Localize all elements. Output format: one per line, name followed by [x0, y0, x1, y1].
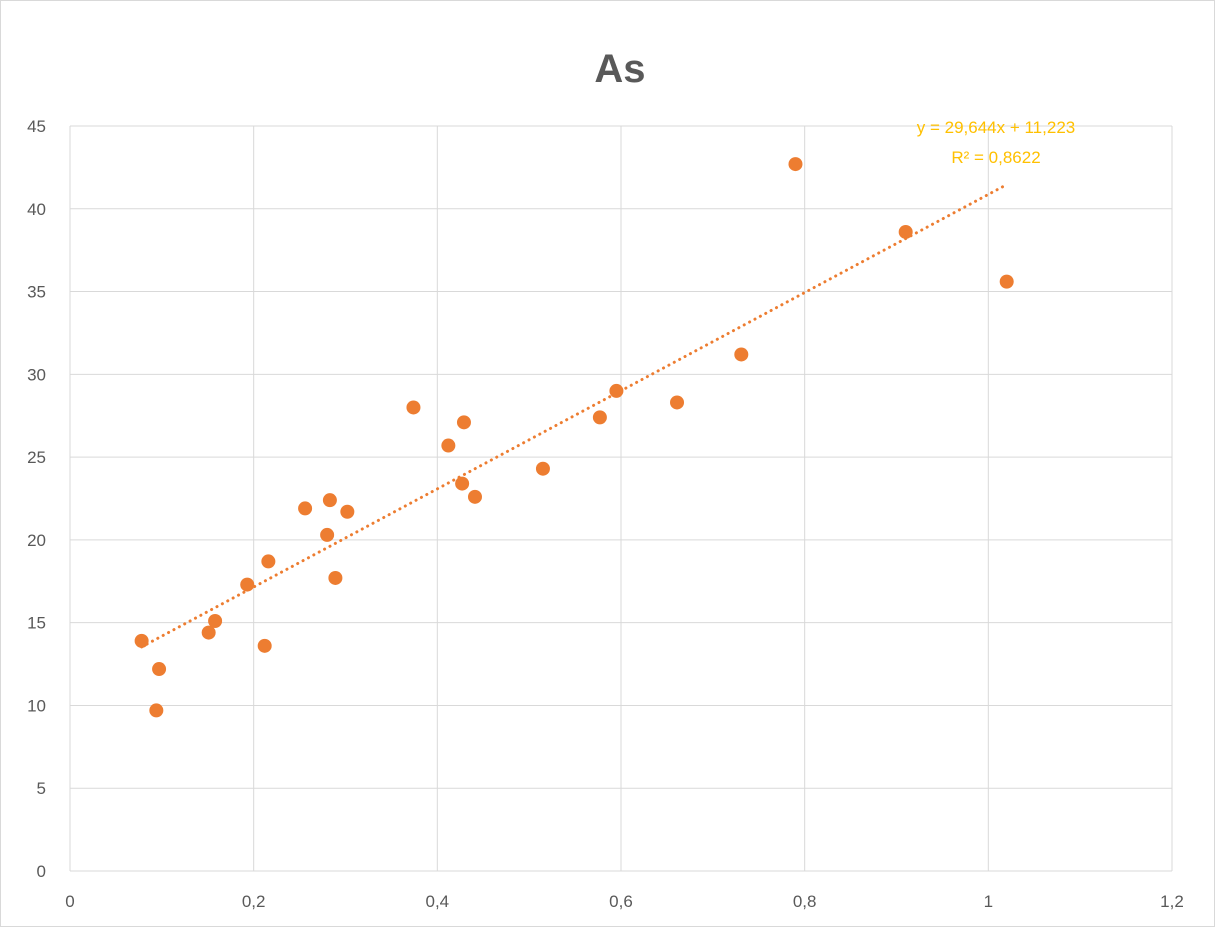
data-point	[441, 438, 456, 453]
trendline-equation: y = 29,644x + 11,223	[917, 118, 1075, 137]
y-tick-label: 30	[27, 365, 46, 384]
x-tick-label: 1,2	[1160, 892, 1184, 911]
data-point	[322, 493, 337, 508]
data-point	[208, 614, 223, 629]
data-point	[240, 577, 255, 592]
x-tick-label: 1	[984, 892, 993, 911]
data-point	[320, 527, 335, 542]
y-tick-label: 0	[37, 862, 46, 881]
x-tick-label: 0	[65, 892, 74, 911]
trendline-annotation: y = 29,644x + 11,223 R² = 0,8622	[917, 118, 1075, 167]
y-tick-label: 45	[27, 117, 46, 136]
trendline-r-squared: R² = 0,8622	[951, 148, 1040, 167]
y-tick-label: 35	[27, 283, 46, 302]
x-tick-label: 0,6	[609, 892, 633, 911]
data-points	[134, 157, 1014, 718]
data-point	[149, 703, 164, 718]
data-point	[670, 395, 685, 410]
chart-title: As	[594, 47, 645, 91]
data-point	[456, 415, 471, 430]
y-tick-label: 5	[37, 779, 46, 798]
data-point	[152, 662, 167, 677]
data-point	[592, 410, 607, 425]
data-point	[455, 476, 470, 491]
gridlines	[69, 125, 1173, 872]
x-tick-label: 0,2	[242, 892, 266, 911]
data-point	[257, 638, 272, 653]
data-point	[406, 400, 421, 415]
y-tick-label: 15	[27, 614, 46, 633]
trendline-group	[140, 183, 1009, 649]
y-tick-label: 25	[27, 448, 46, 467]
data-point	[298, 501, 313, 516]
y-tick-label: 20	[27, 531, 46, 550]
data-point	[734, 347, 749, 362]
data-point	[535, 461, 550, 476]
axis-tick-labels: 0 5 10 15 20 25 30 35 40 45 0 0,2 0,4 0,6 0,8 1 1,2	[27, 117, 1184, 911]
y-tick-label: 40	[27, 200, 46, 219]
data-point	[609, 383, 624, 398]
data-point	[201, 625, 216, 640]
data-point	[467, 489, 482, 504]
data-point	[999, 274, 1014, 289]
x-tick-label: 0,4	[426, 892, 450, 911]
trendline	[140, 183, 1009, 649]
data-point	[340, 504, 355, 519]
data-point	[788, 157, 803, 172]
data-point	[261, 554, 276, 569]
x-tick-label: 0,8	[793, 892, 817, 911]
data-point	[134, 633, 149, 648]
data-point	[898, 224, 913, 239]
data-point	[328, 570, 343, 585]
y-tick-label: 10	[27, 696, 46, 715]
